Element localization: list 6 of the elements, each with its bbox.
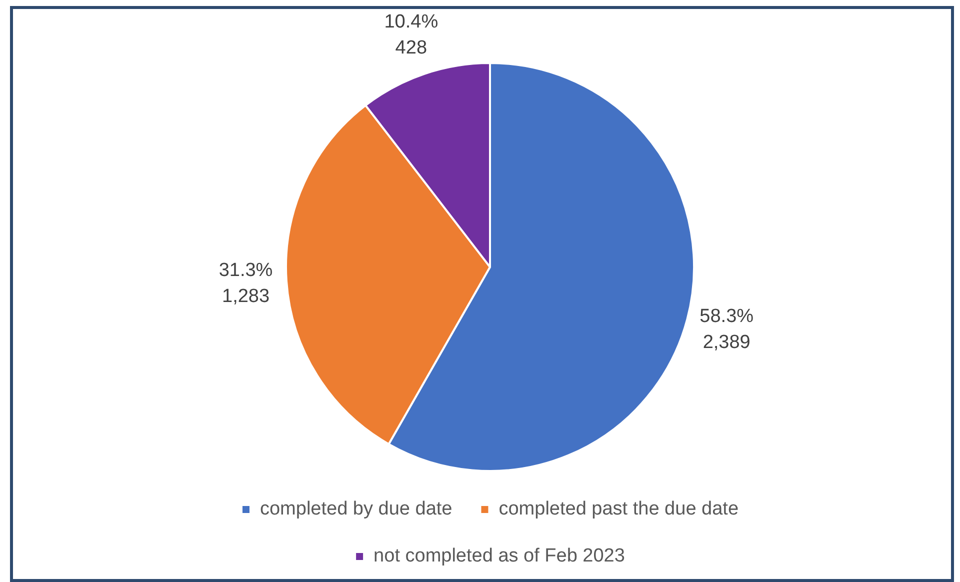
legend-label: not completed as of Feb 2023 [374,546,625,567]
data-label: 10.4% 428 [384,11,438,58]
legend-label: completed past the due date [498,498,739,520]
data-label: 58.3% 2,389 [700,306,754,354]
legend-label: completed by due date [260,498,452,520]
data-label: 31.3% 1,283 [218,260,273,307]
